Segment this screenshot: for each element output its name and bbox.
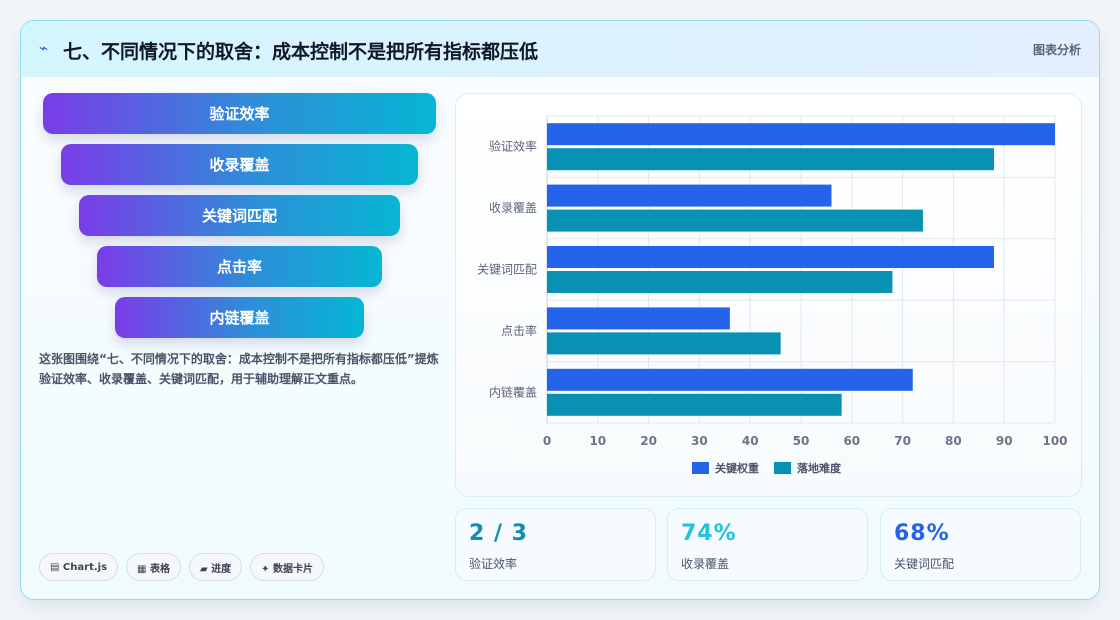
- x-tick-label: 50: [793, 434, 810, 448]
- legend-swatch: [774, 462, 791, 474]
- stat-value: 74%: [681, 521, 737, 546]
- x-tick-label: 20: [640, 434, 657, 448]
- x-tick-label: 70: [894, 434, 911, 448]
- page-title: 七、不同情况下的取舍：成本控制不是把所有指标都压低: [63, 41, 539, 63]
- y-tick-label: 收录覆盖: [489, 201, 537, 215]
- funnel-item: 关键词匹配: [79, 195, 400, 236]
- funnel-item: 点击率: [97, 246, 382, 287]
- x-tick-label: 100: [1042, 434, 1067, 448]
- stat-label: 关键词匹配: [894, 557, 955, 571]
- bar: [547, 332, 781, 355]
- sparkle-icon: ⌁: [39, 39, 49, 57]
- header-bar: ⌁ 七、不同情况下的取舍：成本控制不是把所有指标都压低 图表分析: [21, 21, 1099, 77]
- legend-label: 落地难度: [797, 461, 842, 475]
- bar: [547, 368, 913, 391]
- y-tick-label: 点击率: [501, 323, 537, 338]
- x-tick-label: 90: [996, 434, 1013, 448]
- bar: [547, 393, 842, 416]
- x-tick-label: 40: [742, 434, 759, 448]
- bar: [547, 148, 995, 171]
- chip-progress[interactable]: ▰ 进度: [188, 553, 243, 581]
- chip-chartjs[interactable]: ▤ Chart.js: [39, 553, 119, 581]
- funnel-item: 收录覆盖: [61, 144, 418, 185]
- y-tick-label: 验证效率: [489, 139, 537, 154]
- bar: [547, 246, 995, 268]
- stat-card: 74% 收录覆盖: [667, 508, 868, 581]
- stat-value: 2 / 3: [469, 521, 528, 546]
- stat-card: 68% 关键词匹配: [880, 508, 1081, 581]
- bar-chart: 0 10 20 30 40 50 60 70 80 90 100 验证效率收录覆盖关键词匹配点击率内链…: [477, 115, 1068, 475]
- legend-label: 关键权重: [715, 461, 759, 475]
- bar: [547, 123, 1055, 146]
- x-tick-label: 30: [691, 434, 708, 448]
- funnel-item: 验证效率: [43, 93, 436, 134]
- chart-card: ⌁ 七、不同情况下的取舍：成本控制不是把所有指标都压低 图表分析 验证效率 收录…: [20, 20, 1100, 600]
- chart-analysis-tag: 图表分析: [1032, 43, 1081, 57]
- y-tick-label: 关键词匹配: [477, 263, 537, 277]
- chip-table[interactable]: ▦ 表格: [126, 553, 181, 581]
- tool-chips: ▤ Chart.js ▦ 表格 ▰ 进度 ✦ 数据卡片: [39, 553, 325, 581]
- x-tick-label: 60: [843, 434, 860, 448]
- chart-description: 这张图围绕“七、不同情况下的取舍：成本控制不是把所有指标都压低”提炼验证效率、收…: [39, 352, 439, 386]
- bar: [547, 184, 832, 207]
- x-tick-label: 0: [543, 434, 551, 448]
- chip-data-card[interactable]: ✦ 数据卡片: [250, 553, 325, 581]
- stat-label: 验证效率: [469, 557, 518, 571]
- x-tick-label: 10: [589, 434, 606, 448]
- bar: [547, 307, 730, 330]
- bar: [547, 209, 923, 232]
- legend-swatch: [692, 462, 709, 474]
- stat-value: 68%: [894, 521, 950, 546]
- stat-card: 2 / 3 验证效率: [455, 508, 656, 581]
- bar: [547, 271, 893, 293]
- stat-label: 收录覆盖: [681, 557, 730, 571]
- y-tick-label: 内链覆盖: [489, 384, 537, 399]
- funnel-item: 内链覆盖: [115, 297, 364, 338]
- bar-chart-panel: 0 10 20 30 40 50 60 70 80 90 100 验证效率收录覆盖关键词匹配点击率内链…: [455, 93, 1082, 497]
- x-tick-label: 80: [945, 434, 962, 448]
